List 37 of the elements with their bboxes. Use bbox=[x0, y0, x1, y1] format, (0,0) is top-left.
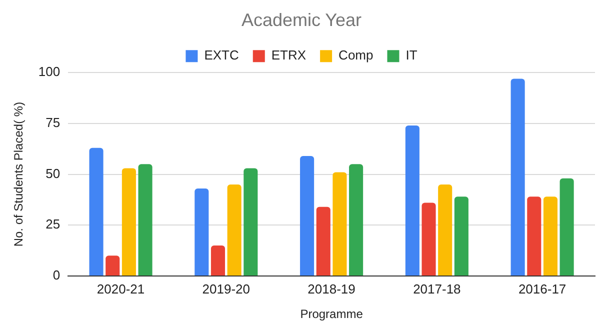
legend-label: ETRX bbox=[271, 48, 306, 63]
bar bbox=[210, 245, 226, 276]
bar bbox=[89, 148, 104, 276]
bar bbox=[316, 206, 330, 276]
y-tick-label: 50 bbox=[46, 166, 60, 181]
chart-title: Academic Year bbox=[241, 10, 362, 30]
bar bbox=[106, 256, 120, 276]
y-tick-label: 25 bbox=[46, 216, 60, 232]
bar bbox=[300, 156, 314, 276]
y-axis-title: No. of Students Placed( %) bbox=[12, 102, 26, 247]
legend-label: Comp bbox=[338, 48, 374, 63]
bar bbox=[227, 184, 242, 276]
y-tick-label: 0 bbox=[52, 268, 60, 283]
y-tick-label: 75 bbox=[46, 115, 60, 130]
bar bbox=[543, 196, 558, 276]
bar bbox=[244, 168, 258, 276]
bar bbox=[454, 196, 468, 276]
legend-label: EXTC bbox=[204, 48, 239, 63]
x-tick-label: 2017-18 bbox=[413, 281, 461, 296]
x-tick-label: 2016-17 bbox=[518, 281, 566, 296]
bar bbox=[527, 196, 542, 276]
y-tick-label: 100 bbox=[38, 64, 60, 80]
legend-label: IT bbox=[406, 48, 418, 63]
bar bbox=[422, 202, 436, 276]
x-tick-label: 2020-21 bbox=[96, 281, 145, 296]
bar bbox=[138, 164, 152, 276]
bar bbox=[194, 188, 209, 276]
bar bbox=[560, 178, 574, 276]
x-tick-label: 2019-20 bbox=[202, 281, 250, 296]
bar bbox=[405, 125, 420, 276]
bar bbox=[332, 172, 347, 276]
bar bbox=[438, 184, 452, 276]
bar bbox=[122, 168, 136, 276]
x-tick-label: 2018-19 bbox=[308, 281, 356, 296]
x-axis-title: Programme bbox=[300, 307, 364, 322]
bar bbox=[349, 164, 364, 276]
bar bbox=[510, 78, 525, 276]
